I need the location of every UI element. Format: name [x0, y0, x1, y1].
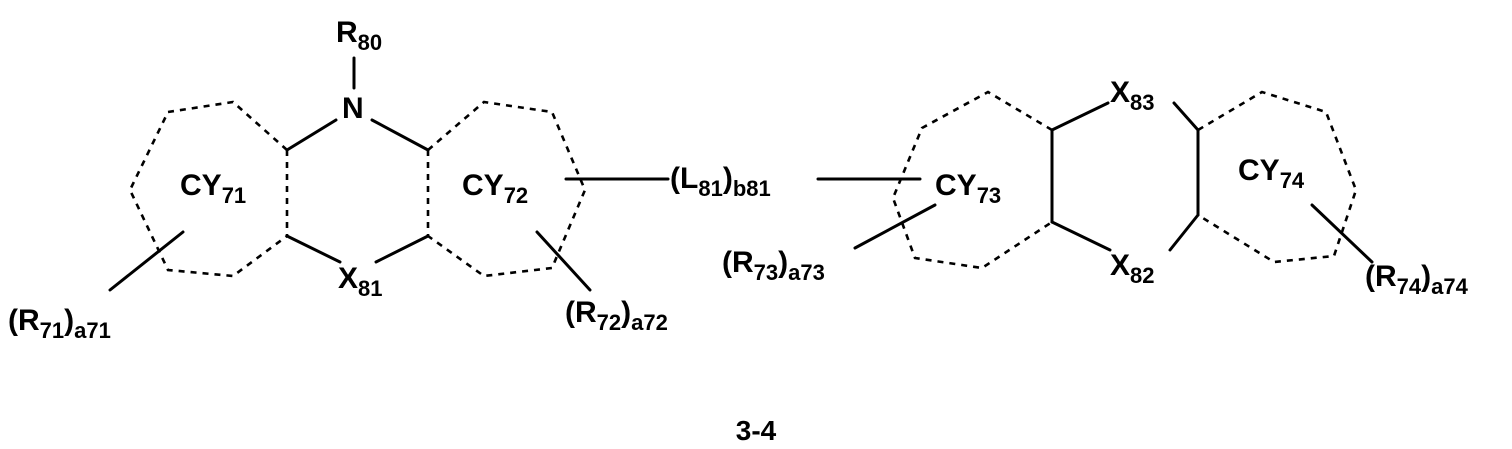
cy73-label: CY73 — [935, 169, 1001, 208]
bond-n-c-right — [372, 120, 428, 150]
bond-c-x82-left — [1052, 222, 1110, 250]
r74-label: (R74)a74 — [1365, 260, 1469, 299]
bond-x82-c-right — [1170, 215, 1198, 250]
r72-substituent-bond — [537, 232, 590, 290]
bond-c-x83-left — [1052, 103, 1108, 130]
r74-substituent-bond — [1312, 205, 1372, 262]
r73-substituent-bond — [855, 205, 935, 248]
r80-label: R80 — [336, 16, 382, 55]
r73-label: (R73)a73 — [722, 246, 825, 285]
x83-label: X83 — [1110, 76, 1155, 115]
bond-x81-c-right — [376, 236, 428, 262]
cy72-label: CY72 — [462, 169, 528, 208]
r71-label: (R71)a71 — [8, 304, 111, 343]
linker-label: (L81)b81 — [670, 162, 771, 201]
x82-label: X82 — [1110, 249, 1155, 288]
bond-x83-c-right — [1174, 103, 1198, 130]
cy71-label: CY71 — [180, 169, 246, 208]
x81-label: X81 — [338, 262, 383, 301]
bond-c-x81-left — [287, 236, 340, 262]
bond-c-n-left — [287, 120, 336, 150]
r72-label: (R72)a72 — [565, 296, 668, 335]
figure-label: 3-4 — [736, 415, 777, 446]
cy74-label: CY74 — [1238, 154, 1305, 193]
n-atom-label: N — [342, 92, 364, 125]
r71-substituent-bond — [110, 232, 183, 290]
